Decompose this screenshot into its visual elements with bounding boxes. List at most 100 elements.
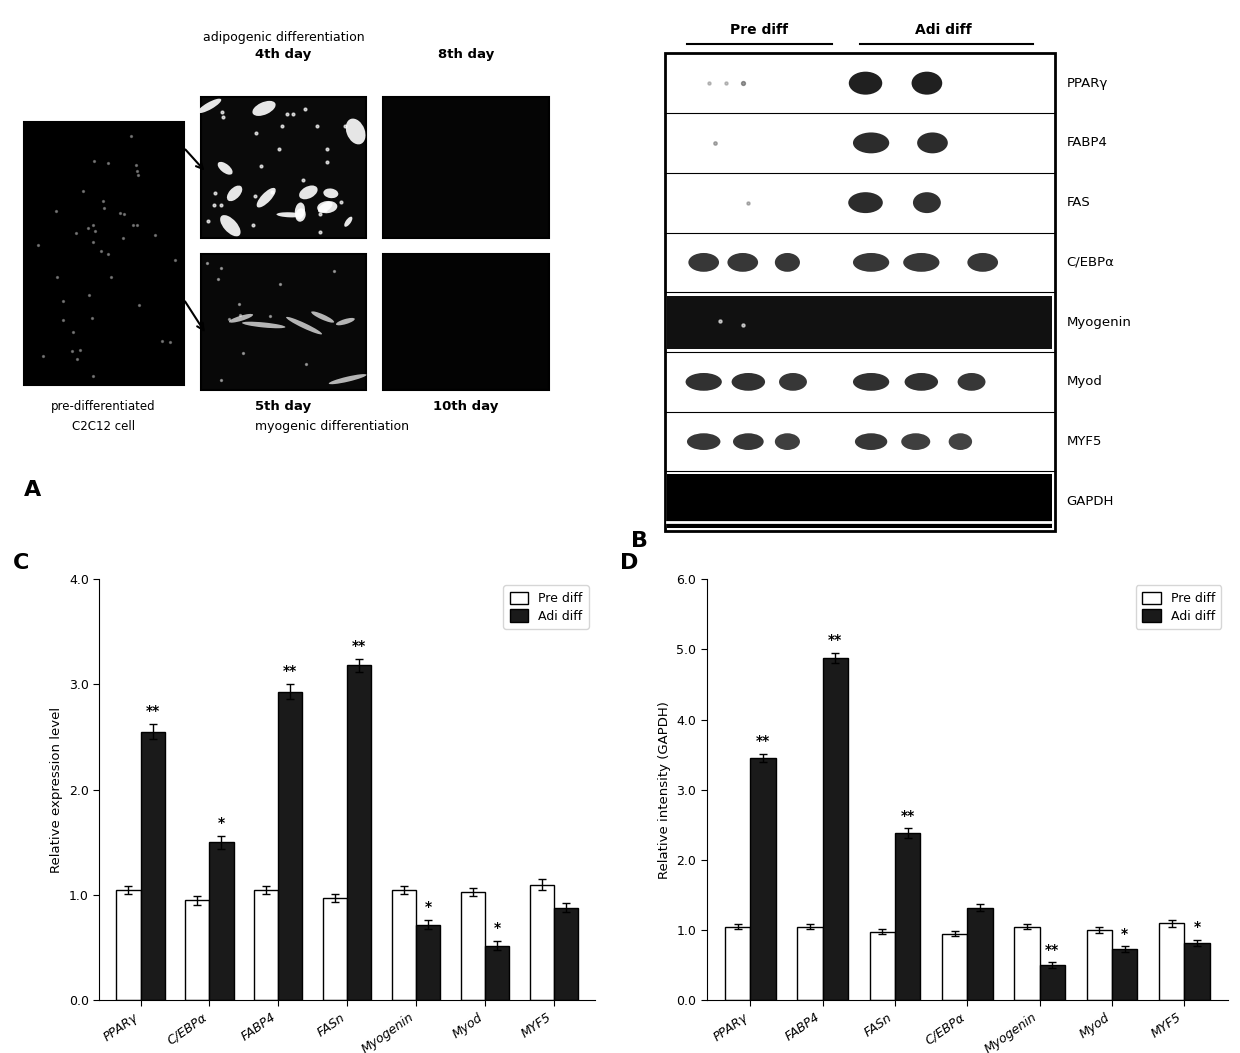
Point [206, 184, 226, 201]
Point [315, 202, 335, 219]
Ellipse shape [345, 217, 352, 226]
Ellipse shape [311, 312, 334, 322]
Bar [383, 254, 548, 390]
Ellipse shape [317, 202, 332, 213]
Point [208, 271, 228, 287]
Point [704, 135, 724, 152]
Point [211, 372, 231, 389]
Ellipse shape [229, 314, 253, 322]
Bar [797, 927, 822, 1000]
Legend: Pre diff, Adi diff: Pre diff, Adi diff [1136, 585, 1221, 629]
Point [126, 163, 146, 180]
Bar [1184, 942, 1209, 1000]
Point [213, 108, 233, 125]
Point [46, 203, 66, 220]
Text: 4th day: 4th day [255, 48, 311, 61]
Point [733, 316, 753, 333]
Point [129, 296, 149, 313]
Point [197, 213, 217, 230]
Text: 5th day: 5th day [255, 400, 311, 413]
Text: FABP4: FABP4 [1066, 137, 1107, 150]
Bar [201, 254, 366, 390]
Point [233, 344, 253, 361]
Point [83, 216, 103, 233]
Point [102, 269, 122, 285]
Ellipse shape [732, 373, 765, 391]
Point [316, 141, 336, 158]
Point [113, 230, 133, 246]
Ellipse shape [299, 185, 317, 199]
Text: C2C12 cell: C2C12 cell [72, 420, 135, 434]
Point [62, 343, 82, 360]
Point [260, 309, 280, 325]
Point [211, 259, 231, 276]
Ellipse shape [854, 433, 888, 450]
Point [83, 234, 103, 251]
Ellipse shape [277, 213, 304, 217]
Ellipse shape [197, 99, 221, 113]
Point [277, 105, 296, 122]
Point [733, 75, 753, 92]
Ellipse shape [324, 188, 339, 198]
Point [110, 204, 130, 221]
Bar [417, 925, 440, 1000]
Ellipse shape [728, 253, 758, 272]
Bar [485, 946, 510, 1000]
Point [197, 254, 217, 271]
Bar [347, 665, 371, 1000]
Point [231, 306, 250, 323]
Ellipse shape [904, 373, 939, 391]
Bar [392, 890, 417, 1000]
Point [293, 172, 312, 188]
Text: Myod: Myod [1066, 375, 1102, 389]
Ellipse shape [911, 72, 942, 95]
Point [126, 217, 146, 234]
Ellipse shape [329, 374, 367, 384]
Ellipse shape [949, 433, 972, 450]
Bar [750, 758, 775, 1000]
Text: pre-differentiated: pre-differentiated [51, 400, 156, 413]
Point [211, 196, 231, 213]
Point [283, 105, 303, 122]
Bar [254, 890, 278, 1000]
Ellipse shape [295, 202, 305, 219]
Y-axis label: Relative intensity (GAPDH): Relative intensity (GAPDH) [658, 701, 671, 878]
Point [331, 194, 351, 211]
Point [212, 103, 232, 120]
Point [71, 341, 91, 358]
Ellipse shape [903, 253, 940, 272]
Text: Myogenin: Myogenin [1066, 316, 1131, 329]
Bar [1159, 923, 1184, 1000]
Text: MYF5: MYF5 [1066, 435, 1102, 449]
Ellipse shape [286, 317, 322, 335]
Ellipse shape [242, 322, 285, 329]
Ellipse shape [733, 433, 764, 450]
Text: Pre diff: Pre diff [730, 23, 789, 38]
Point [82, 310, 102, 326]
Point [53, 293, 73, 310]
Text: **: ** [900, 809, 915, 822]
Ellipse shape [901, 433, 930, 450]
Ellipse shape [779, 373, 807, 391]
Bar [461, 892, 485, 1000]
Text: **: ** [1045, 942, 1059, 957]
Point [78, 220, 98, 237]
Text: *: * [1193, 920, 1200, 934]
Text: *: * [1121, 927, 1128, 940]
Bar [967, 908, 992, 1000]
Point [310, 205, 330, 222]
Point [73, 182, 93, 199]
Point [84, 222, 104, 239]
Bar [1086, 930, 1112, 1000]
Point [93, 193, 113, 210]
Point [310, 223, 330, 240]
Point [33, 347, 53, 364]
Point [295, 101, 315, 118]
Legend: Pre diff, Adi diff: Pre diff, Adi diff [503, 585, 589, 629]
Point [123, 217, 143, 234]
Bar [895, 833, 920, 1000]
Bar [554, 908, 578, 1000]
Ellipse shape [913, 193, 941, 213]
Point [316, 154, 336, 171]
Text: 10th day: 10th day [433, 400, 498, 413]
